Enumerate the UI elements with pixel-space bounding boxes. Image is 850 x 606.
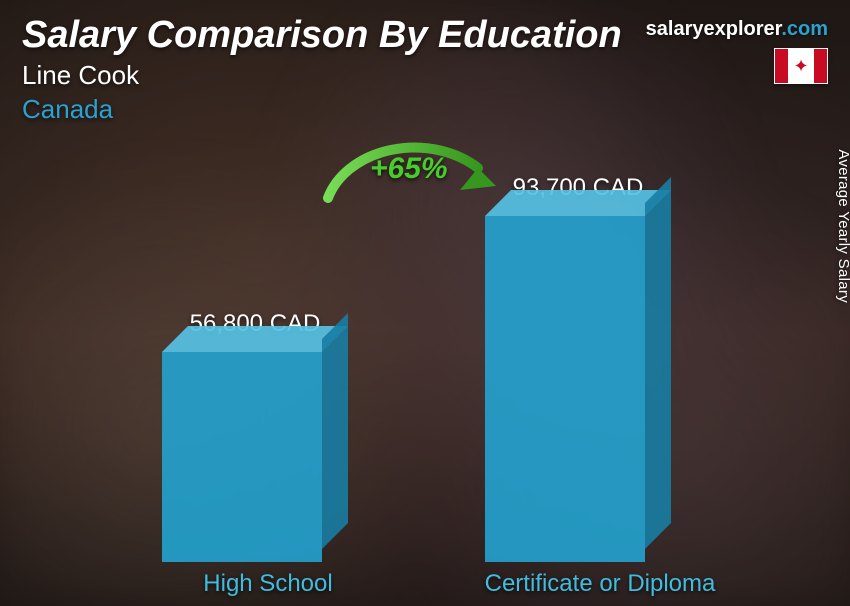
flag-left-band	[775, 49, 788, 83]
canada-flag-icon: ✦	[774, 48, 828, 84]
bar-chart: +65% 56,800 CAD High School 93,700 CAD	[0, 150, 850, 606]
bar-top-face	[162, 326, 348, 352]
flag-right-band	[814, 49, 827, 83]
bar-label-certificate: Certificate or Diploma	[460, 570, 740, 598]
flag-middle: ✦	[788, 49, 814, 83]
bar-label-high-school: High School	[175, 570, 361, 598]
bar-certificate: 93,700 CAD	[498, 174, 658, 562]
infographic-stage: Salary Comparison By Education Line Cook…	[0, 0, 850, 606]
content-layer: Salary Comparison By Education Line Cook…	[0, 0, 850, 606]
bar3d-certificate	[485, 216, 671, 562]
bar-side-face	[645, 177, 671, 549]
brand-label: salaryexplorer.com	[646, 18, 828, 41]
maple-leaf-icon: ✦	[793, 57, 808, 75]
brand-name: salaryexplorer	[646, 18, 782, 40]
country-name: Canada	[22, 94, 113, 125]
brand-suffix: .com	[781, 18, 828, 40]
bar-front-face	[485, 216, 645, 562]
percentage-increase: +65%	[370, 152, 448, 186]
bar-high-school: 56,800 CAD	[175, 310, 335, 562]
bar3d-high-school	[162, 352, 348, 562]
bar-side-face	[322, 313, 348, 549]
bar-front-face	[162, 352, 322, 562]
job-title: Line Cook	[22, 60, 139, 91]
page-title: Salary Comparison By Education	[22, 14, 622, 57]
bar-top-face	[485, 190, 671, 216]
